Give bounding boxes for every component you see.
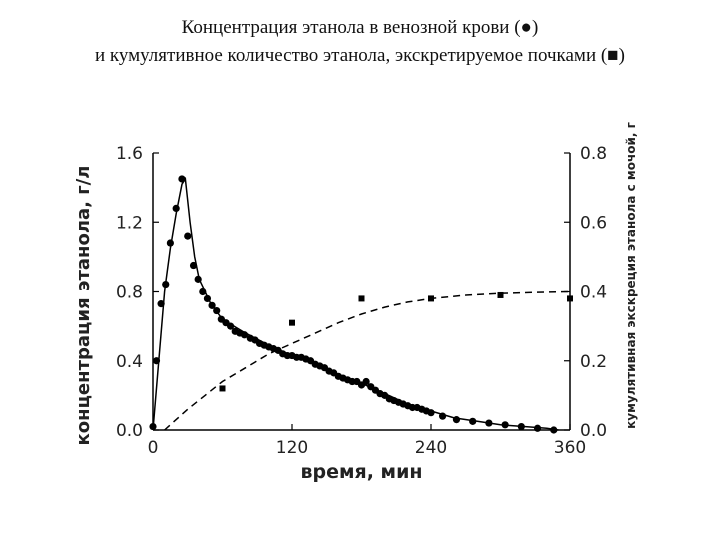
y-right-tick-label: 0.4 xyxy=(580,283,607,303)
excretion-point xyxy=(289,319,295,326)
y-left-tick-label: 0.0 xyxy=(116,421,143,441)
concentration-point xyxy=(213,306,221,315)
ethanol-chart: 0 120 240 3600.00.40.81.21.60.00.20.40.60.8… xyxy=(73,122,638,483)
concentration-point xyxy=(517,422,525,431)
concentration-point xyxy=(199,287,207,296)
y-left-tick-label: 0.4 xyxy=(116,352,143,372)
concentration-point xyxy=(240,331,249,339)
concentration-point xyxy=(501,421,509,429)
concentration-point xyxy=(178,175,186,183)
concentration-point xyxy=(189,261,198,270)
title-line-2: и кумулятивное количество этанола, экскр… xyxy=(94,45,625,66)
marks-group xyxy=(149,175,573,434)
x-tick-label: 0 xyxy=(148,438,159,458)
x-tick-label: 360 xyxy=(554,438,586,458)
axes-group xyxy=(152,152,571,431)
excretion-point xyxy=(358,295,365,302)
chart-panel: 0 120 240 360 0.0 0.4 0.8 1.2 1.6 0.0 0.2 0.4 0.6 0.8… xyxy=(63,100,649,490)
y-right-tick-label: 0.2 xyxy=(580,352,607,372)
concentration-point xyxy=(203,294,212,303)
concentration-point xyxy=(227,322,235,330)
x-tick-label: 120 xyxy=(276,438,308,458)
concentration-point xyxy=(157,300,165,308)
concentration-point xyxy=(152,357,161,365)
labels-group: 0 120 240 3600.00.40.81.21.60.00.20.40.60.8… xyxy=(73,122,638,483)
concentration-point xyxy=(452,416,461,424)
chart-title: Концентрация этанола в венозной крови (●… xyxy=(0,14,720,70)
y-right-tick-label: 0.8 xyxy=(580,144,607,164)
concentration-point xyxy=(485,419,493,427)
concentration-point xyxy=(184,232,192,240)
excretion-point xyxy=(567,295,573,302)
concentration-point xyxy=(427,409,435,417)
concentration-point xyxy=(362,377,370,386)
x-tick-label: 240 xyxy=(415,438,447,458)
concentration-point xyxy=(149,422,157,431)
concentration-point xyxy=(550,426,558,434)
excretion-fit-curve xyxy=(164,290,571,431)
concentration-point xyxy=(438,412,447,420)
title-line-1: Концентрация этанола в венозной крови (●… xyxy=(181,17,539,38)
concentration-point xyxy=(533,424,542,432)
concentration-point xyxy=(166,239,174,247)
x-axis-label: время, мин xyxy=(300,461,422,483)
excretion-point xyxy=(219,385,226,392)
y-left-tick-label: 1.2 xyxy=(116,213,143,233)
concentration-point xyxy=(194,275,202,283)
y-left-tick-label: 1.6 xyxy=(116,144,143,164)
y-left-tick-label: 0.8 xyxy=(116,283,143,303)
y-right-tick-label: 0.6 xyxy=(580,213,607,233)
concentration-point xyxy=(172,204,180,212)
concentration-point xyxy=(208,301,216,309)
excretion-point xyxy=(428,295,434,302)
y-left-axis-label: концентрация этанола, г/л xyxy=(73,166,94,446)
excretion-point xyxy=(497,291,504,298)
y-right-axis-label: кумулятивная экскреция этанола с мочой, … xyxy=(624,122,638,429)
concentration-point xyxy=(469,417,477,425)
concentration-point xyxy=(162,280,170,289)
y-right-tick-label: 0.0 xyxy=(580,421,607,441)
